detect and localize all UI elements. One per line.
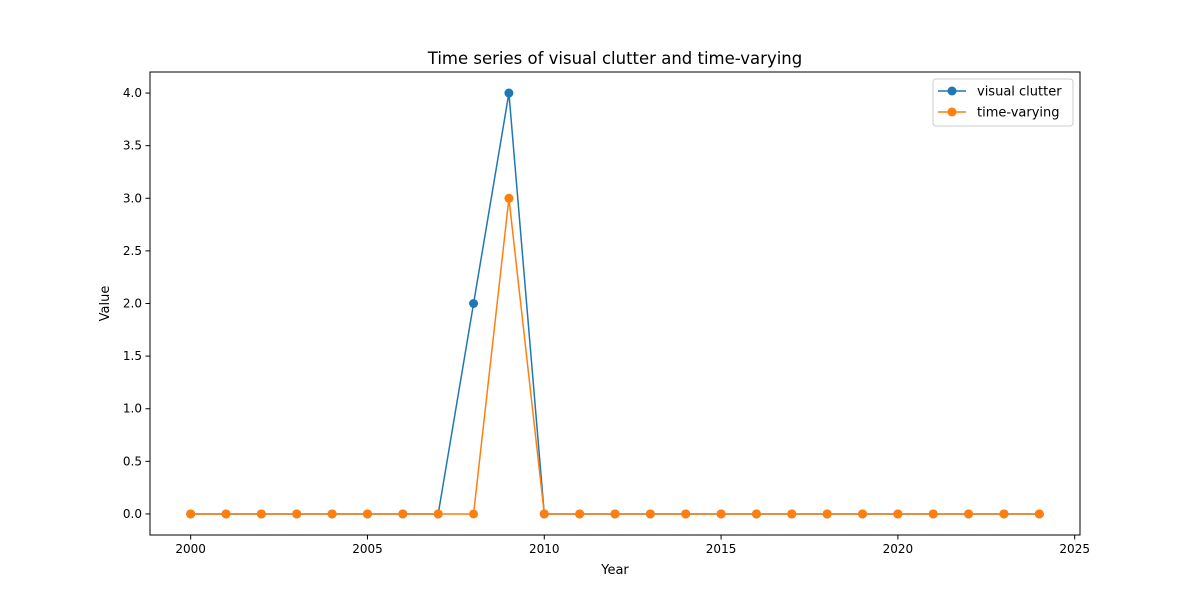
data-point-time-varying [716, 509, 726, 519]
data-point-visual-clutter [504, 88, 514, 98]
x-tick-label: 2000 [175, 542, 206, 556]
data-point-visual-clutter [469, 299, 479, 308]
data-point-time-varying [398, 509, 408, 519]
data-point-time-varying [893, 509, 903, 519]
data-point-time-varying [327, 509, 337, 519]
data-point-time-varying [645, 509, 655, 519]
legend-label-time-varying: time-varying [977, 106, 1060, 121]
data-point-time-varying [575, 509, 585, 519]
y-axis: 0.0 0.5 1.0 1.5 2.0 2.5 3.0 3.5 4.0 [123, 86, 150, 521]
data-point-time-varying [1034, 509, 1044, 519]
series-line-time-varying [190, 197, 1040, 515]
data-point-time-varying [186, 509, 196, 519]
data-point-time-varying [751, 509, 761, 519]
data-point-time-varying [964, 509, 974, 519]
data-point-time-varying [362, 509, 372, 519]
legend-marker-time-varying [947, 107, 957, 117]
y-tick-label: 0.0 [123, 507, 142, 521]
data-point-time-varying [292, 509, 302, 519]
data-point-time-varying [539, 509, 549, 519]
y-tick-label: 2.5 [123, 244, 142, 258]
data-point-time-varying [681, 509, 691, 519]
data-point-time-varying [221, 509, 231, 519]
y-tick-label: 2.0 [123, 297, 142, 311]
x-tick-label: 2005 [352, 542, 383, 556]
y-tick-label: 3.5 [123, 139, 142, 153]
data-point-time-varying [999, 509, 1009, 519]
y-tick-label: 1.0 [123, 402, 142, 416]
data-point-time-varying [433, 509, 443, 519]
x-tick-label: 2015 [706, 542, 737, 556]
legend-label-visual-clutter: visual clutter [977, 85, 1062, 100]
axes-frame [149, 71, 1081, 536]
x-tick-label: 2025 [1059, 542, 1090, 556]
x-tick-label: 2020 [883, 542, 914, 556]
data-point-time-varying [822, 509, 832, 519]
x-axis: 2000 2005 2010 2015 2020 2025 [175, 535, 1090, 556]
x-tick-label: 2010 [529, 542, 560, 556]
series-line-visual-clutter [190, 92, 1040, 515]
legend-marker-visual-clutter [947, 86, 957, 96]
data-point-time-varying [787, 509, 797, 519]
data-point-time-varying [610, 509, 620, 519]
legend: visual clutter time-varying [932, 78, 1074, 127]
y-tick-label: 4.0 [123, 86, 142, 100]
data-point-time-varying [504, 193, 514, 203]
y-axis-label: Value [98, 286, 113, 322]
data-point-time-varying [858, 509, 868, 519]
y-tick-label: 3.0 [123, 191, 142, 205]
plot-area [186, 88, 1044, 519]
chart-title: Time series of visual clutter and time-v… [427, 49, 802, 68]
x-axis-label: Year [600, 563, 629, 578]
data-point-time-varying [928, 509, 938, 519]
data-point-time-varying [469, 509, 479, 519]
y-tick-label: 0.5 [123, 454, 142, 468]
data-point-time-varying [256, 509, 266, 519]
legend-frame [932, 78, 1074, 127]
y-tick-label: 1.5 [123, 349, 142, 363]
